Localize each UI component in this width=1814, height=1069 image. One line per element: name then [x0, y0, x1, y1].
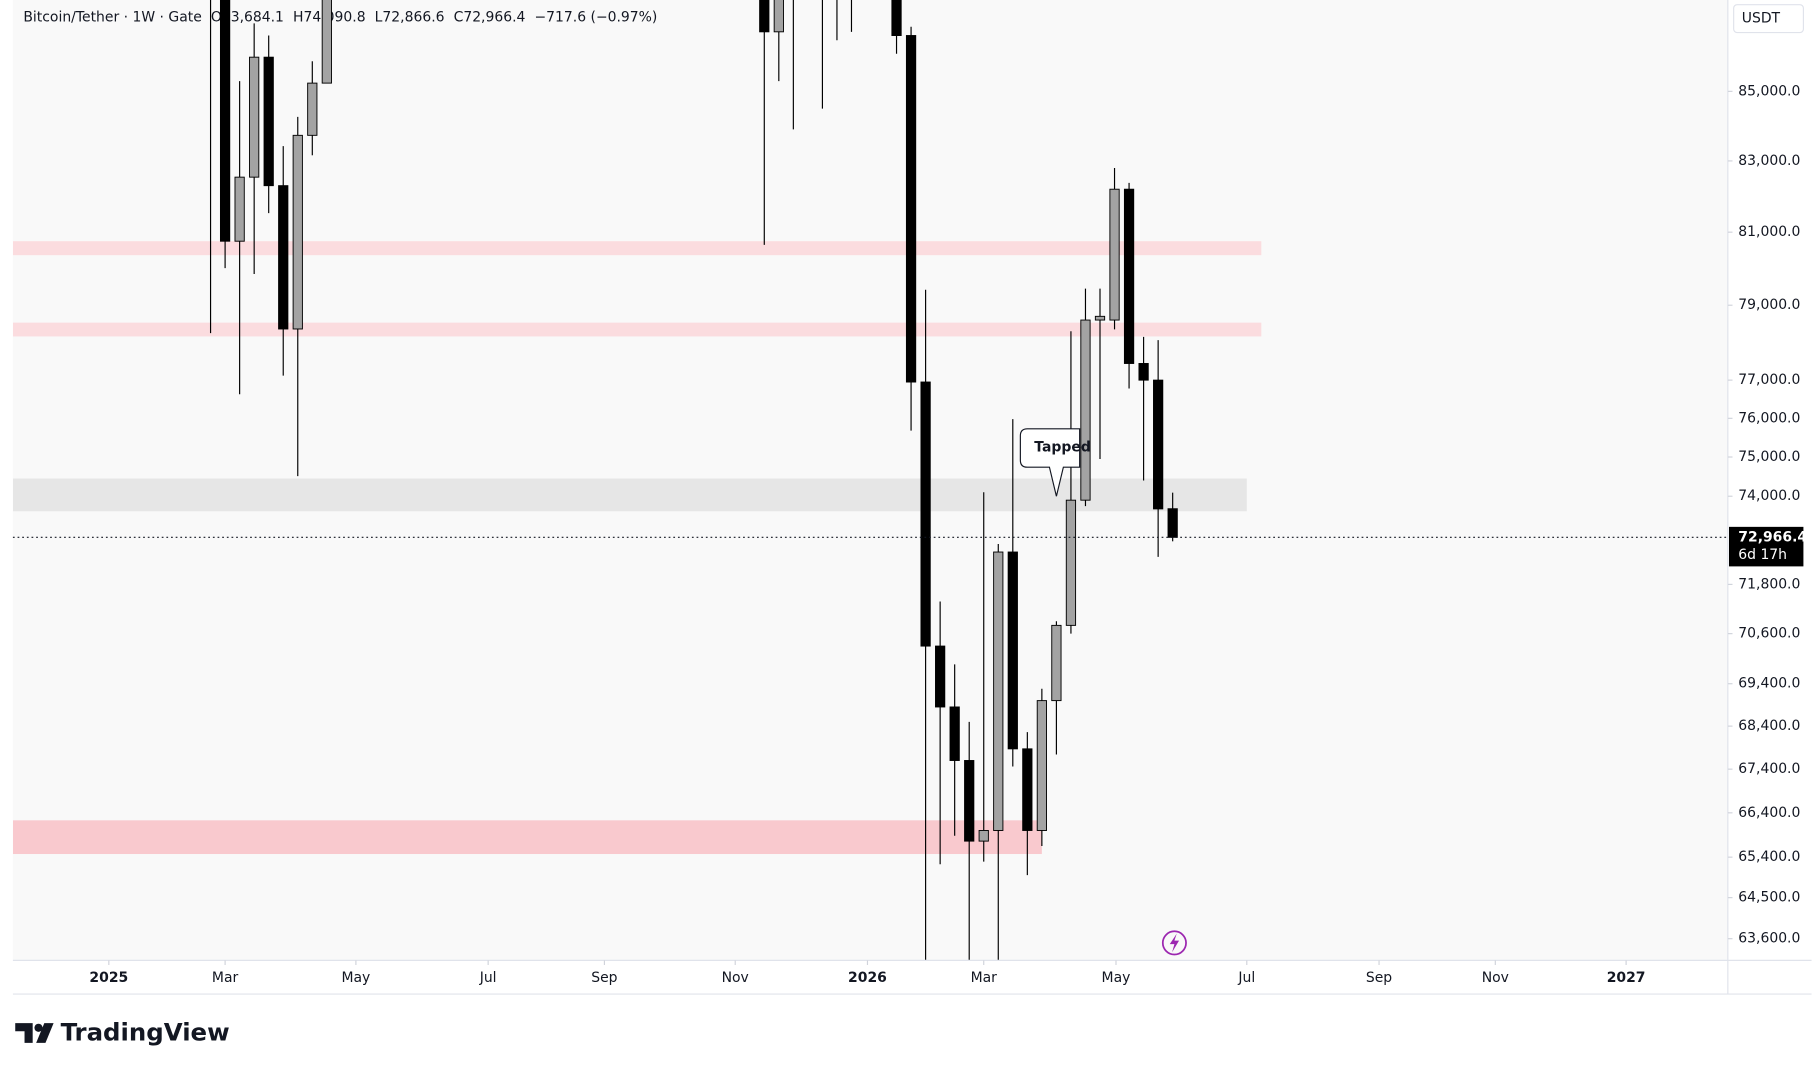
alert-icon[interactable]: [1161, 930, 1187, 956]
candle-body: [1109, 188, 1120, 321]
currency[interactable]: USDT: [1742, 11, 1781, 27]
brand-logo[interactable]: TradingView: [15, 1018, 230, 1047]
y-tick-label: 76,000.0: [1738, 410, 1800, 426]
zone: [12, 478, 1247, 512]
candle-body: [1007, 551, 1018, 750]
legend-close: C72,966.4: [454, 9, 526, 25]
x-tick-label: Jul: [1237, 970, 1255, 986]
x-tick-label: May: [341, 970, 370, 986]
legend: Bitcoin/Tether · 1W · Gate O73,684.1 H74…: [23, 9, 657, 25]
candle-body: [759, 0, 770, 33]
x-tick-label: 2025: [89, 970, 128, 986]
x-tick-label: Mar: [212, 970, 239, 986]
candle-body: [978, 830, 989, 842]
y-tick-label: 67,400.0: [1738, 761, 1800, 777]
candle-body: [1080, 319, 1091, 501]
zone: [12, 820, 1042, 855]
candle-body: [1138, 363, 1149, 381]
y-tick-label: 71,800.0: [1738, 576, 1800, 592]
candle-body: [1153, 379, 1164, 510]
x-tick-label: Sep: [591, 970, 617, 986]
x-tick-label: Nov: [1482, 970, 1509, 986]
last-price-label: 72,966.4: [1738, 529, 1807, 545]
candle-body: [249, 56, 260, 178]
candles: [209, 0, 1178, 961]
y-tick-label: 68,400.0: [1738, 718, 1800, 734]
y-tick-label: 69,400.0: [1738, 676, 1800, 692]
candle-body: [1094, 315, 1106, 321]
candle-body: [1065, 499, 1077, 626]
x-tick-label: 2027: [1607, 970, 1646, 986]
y-tick-label: 75,000.0: [1738, 449, 1800, 465]
countdown: 6d 17h: [1738, 547, 1787, 563]
candle-body: [292, 134, 303, 330]
candle-body: [263, 56, 274, 187]
y-tick-label: 79,000.0: [1738, 297, 1800, 313]
candle-body: [935, 645, 946, 708]
x-tick-label: Sep: [1366, 970, 1392, 986]
x-tick-label: Mar: [971, 970, 998, 986]
candle-body: [1167, 508, 1178, 538]
y-tick-label: 66,400.0: [1738, 805, 1800, 821]
symbol: Bitcoin/Tether · 1W · Gate: [23, 9, 201, 25]
candle-body: [321, 0, 332, 84]
candle-body: [1123, 188, 1135, 364]
zone: [12, 241, 1262, 256]
candle-body: [920, 381, 931, 647]
annotation: Tapped: [1019, 428, 1091, 497]
candle-body: [949, 706, 960, 761]
y-tick-label: 81,000.0: [1738, 224, 1800, 240]
y-tick-label: 83,000.0: [1738, 153, 1800, 169]
candle-body: [1022, 748, 1033, 831]
x-tick-label: Nov: [722, 970, 749, 986]
last-price-box: [1729, 526, 1804, 567]
candle-body: [964, 760, 975, 842]
candle-body: [905, 35, 917, 383]
brand[interactable]: TradingView: [61, 1018, 230, 1047]
candle-body: [219, 0, 231, 242]
y-tick-label: 64,500.0: [1738, 890, 1800, 906]
legend-change: −717.6 (−0.97%): [535, 9, 658, 25]
y-axis: 85,000.0 83,000.0 81,000.0 79,000.0 77,000.0…: [1727, 83, 1800, 947]
y-tick-label: 77,000.0: [1738, 372, 1800, 388]
y-tick-label: 74,000.0: [1738, 488, 1800, 504]
zones: [12, 241, 1262, 855]
candle-body: [773, 0, 784, 33]
y-tick-label: 65,400.0: [1738, 849, 1800, 865]
legend-low: L72,866.6: [375, 9, 445, 25]
callout-text: Tapped: [1034, 439, 1091, 455]
candle-body: [993, 551, 1004, 831]
candle-body: [1036, 700, 1047, 831]
x-tick-label: 2026: [848, 970, 887, 986]
candle-body: [1051, 624, 1062, 702]
candle-body: [234, 176, 245, 242]
y-tick-label: 70,600.0: [1738, 626, 1800, 642]
currency-button[interactable]: [1733, 4, 1804, 34]
callout: [1019, 428, 1081, 497]
y-tick-label: 85,000.0: [1738, 83, 1800, 99]
candle-body: [278, 185, 289, 330]
candle-body: [891, 0, 902, 36]
x-axis: 2025 Mar May Jul Sep Nov 2026 Mar May Jul Sep Nov 20…: [89, 960, 1646, 986]
zone: [12, 322, 1262, 337]
y-tick-label: 63,600.0: [1738, 931, 1800, 947]
x-tick-label: May: [1102, 970, 1131, 986]
x-tick-label: Jul: [479, 970, 497, 986]
candle-body: [307, 82, 318, 136]
